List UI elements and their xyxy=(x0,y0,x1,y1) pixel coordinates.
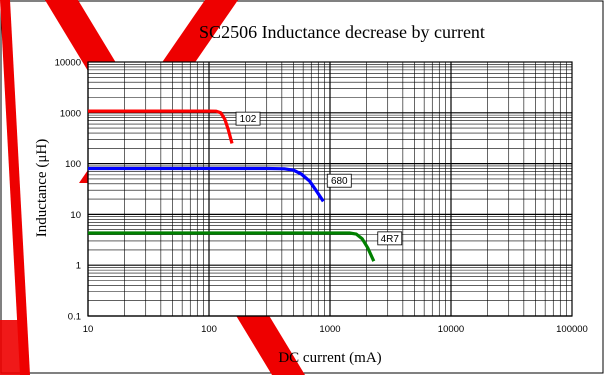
y-axis-title: Inductance (μH) xyxy=(34,139,50,237)
plot-area: 10 100 1000 10000 100000 0.1 1 10 100 1000 10000 10… xyxy=(55,58,588,336)
y-tick-label: 10 xyxy=(70,210,81,221)
series-label-4R7: 4R7 xyxy=(381,234,400,245)
chart-title: SC2506 Inductance decrease by current xyxy=(199,22,485,42)
x-tick-label: 1000 xyxy=(319,324,340,335)
y-tick-label: 0.1 xyxy=(68,312,81,323)
y-tick-label: 1000 xyxy=(60,108,81,119)
series-label-box xyxy=(235,111,261,126)
x-axis-title: DC current (mA) xyxy=(278,350,381,366)
series-line-4R7 xyxy=(88,231,376,262)
series-label-box xyxy=(377,231,403,246)
x-tick-label: 100000 xyxy=(556,324,588,335)
plot-border xyxy=(87,61,573,317)
x-tick-label: 100 xyxy=(201,324,217,335)
y-tick-label: 10000 xyxy=(55,58,81,69)
x-tick-label: 10 xyxy=(83,324,94,335)
series-line-680 xyxy=(88,166,325,203)
y-tick-label: 1 xyxy=(76,261,81,272)
series-label-102: 102 xyxy=(240,114,257,125)
x-tick-label: 10000 xyxy=(438,324,464,335)
y-tick-label: 100 xyxy=(65,159,81,170)
series-label-box xyxy=(326,173,352,188)
series-label-680: 680 xyxy=(331,176,348,187)
series-line-102 xyxy=(88,109,234,144)
